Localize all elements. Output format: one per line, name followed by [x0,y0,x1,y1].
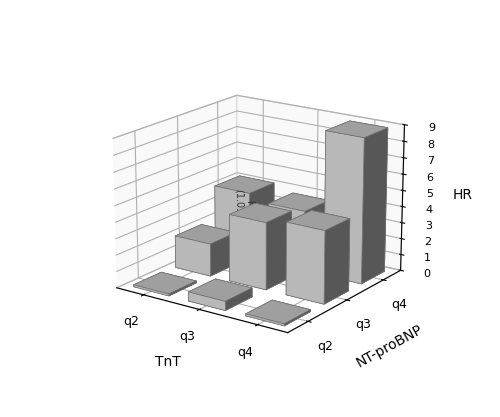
X-axis label: TnT: TnT [156,355,181,369]
Y-axis label: NT-proBNP: NT-proBNP [354,322,425,370]
